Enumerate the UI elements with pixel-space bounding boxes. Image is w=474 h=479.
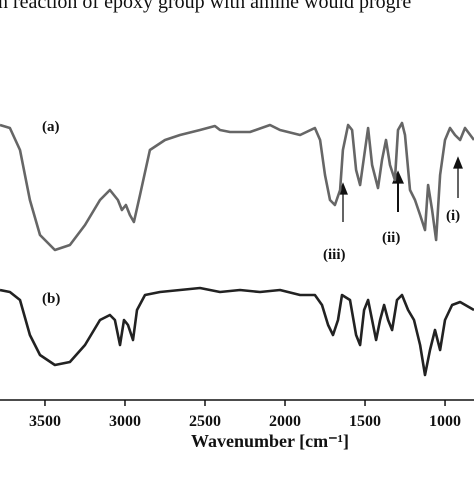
annotation: (iii) (323, 247, 346, 263)
arrows (338, 156, 463, 222)
spectrum-line (0, 121, 474, 252)
annotation: (b) (42, 291, 60, 307)
spectrum-line (0, 286, 474, 377)
annotation: (ii) (382, 230, 400, 246)
annotation: (i) (446, 208, 460, 224)
caption-fragment: n reaction of epoxy group with amine wou… (0, 0, 411, 13)
annotation: (a) (42, 119, 60, 135)
x-tick-label: 3000 (109, 413, 141, 430)
x-tick-label: 3500 (29, 413, 61, 430)
x-tick-label: 1000 (429, 413, 461, 430)
x-tick-label: 1500 (349, 413, 381, 430)
x-axis-label: Wavenumber [cm⁻¹] (191, 431, 349, 451)
x-tick-label: 2500 (189, 413, 221, 430)
arrow-head (453, 156, 463, 169)
x-tick-label: 2000 (269, 413, 301, 430)
